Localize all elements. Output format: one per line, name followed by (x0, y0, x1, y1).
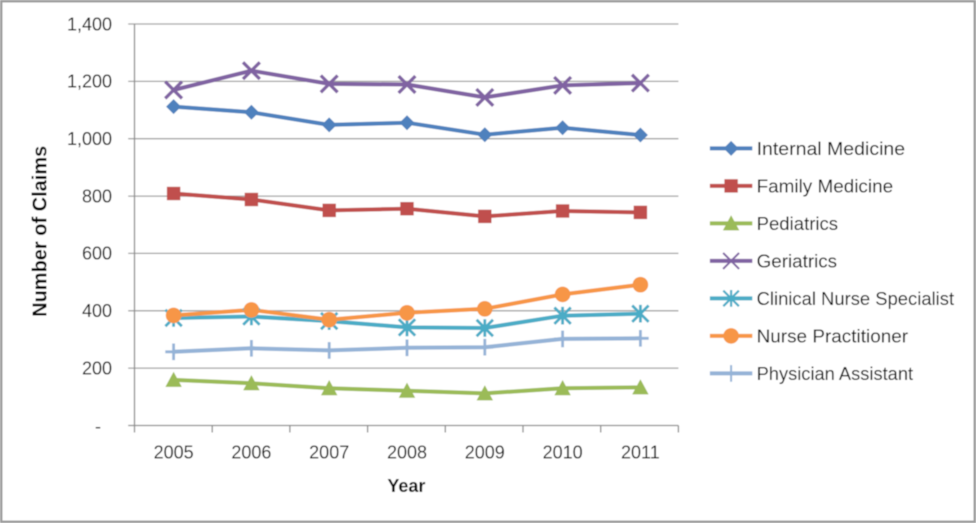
svg-text:2007: 2007 (309, 443, 349, 463)
svg-text:Geriatrics: Geriatrics (757, 250, 838, 271)
svg-text:Year: Year (387, 476, 425, 496)
svg-text:2010: 2010 (543, 443, 583, 463)
svg-text:2005: 2005 (154, 443, 194, 463)
svg-text:2006: 2006 (231, 443, 271, 463)
svg-text:1,000: 1,000 (67, 129, 112, 149)
svg-text:2011: 2011 (621, 443, 660, 463)
svg-text:1,400: 1,400 (67, 14, 112, 34)
svg-text:400: 400 (82, 301, 112, 321)
svg-text:2008: 2008 (387, 443, 427, 463)
svg-text:Clinical Nurse Specialist: Clinical Nurse Specialist (757, 288, 955, 309)
svg-text:1,200: 1,200 (67, 72, 112, 92)
svg-text:2009: 2009 (465, 443, 505, 463)
svg-text:600: 600 (82, 244, 112, 264)
svg-text:800: 800 (82, 186, 112, 206)
svg-text:Physician Assistant: Physician Assistant (757, 363, 914, 384)
svg-text:Nurse Practitioner: Nurse Practitioner (757, 325, 909, 346)
svg-text:-: - (95, 416, 101, 436)
svg-text:200: 200 (82, 358, 112, 378)
svg-text:Number of Claims: Number of Claims (30, 146, 52, 317)
svg-text:Family Medicine: Family Medicine (757, 175, 894, 196)
svg-text:Pediatrics: Pediatrics (757, 213, 839, 234)
svg-text:Internal Medicine: Internal Medicine (757, 138, 906, 159)
